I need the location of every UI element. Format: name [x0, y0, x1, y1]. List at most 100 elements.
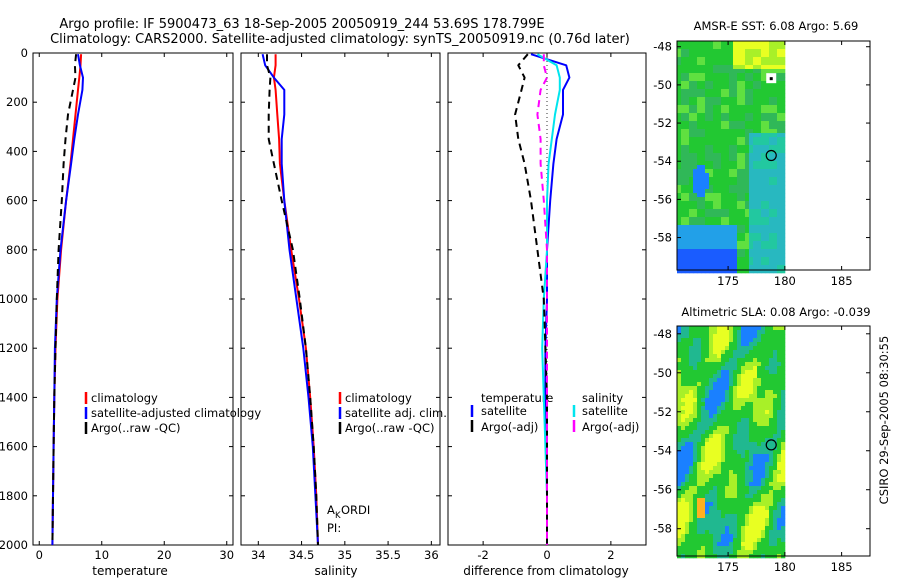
sst-map-cell: [753, 261, 758, 266]
sla-map-cell: [729, 378, 734, 383]
sst-map-cell: [741, 261, 746, 266]
sla-map-cell: [729, 354, 734, 359]
sst-map-cell: [761, 61, 766, 66]
sla-map-cell: [765, 438, 770, 443]
sst-map-cell: [697, 137, 702, 142]
sst-map-cell: [769, 161, 774, 166]
sst-map-cell: [781, 165, 786, 170]
sla-map-cell: [721, 506, 726, 511]
sst-map-cell: [701, 173, 706, 178]
sla-map-cell: [773, 442, 778, 447]
sla-map-cell: [677, 438, 682, 443]
sst-map-cell: [713, 201, 718, 206]
sst-map-cell: [685, 145, 690, 150]
sla-map-cell: [737, 534, 742, 539]
sst-map-cell: [677, 41, 682, 46]
sla-map-cell: [749, 342, 754, 347]
sla-map-cell: [773, 526, 778, 531]
sst-map-cell: [701, 205, 706, 210]
sst-map-cell: [725, 53, 730, 58]
sla-map-cell: [693, 390, 698, 395]
sla-map-cell: [749, 334, 754, 339]
sst-map-cell: [741, 137, 746, 142]
sla-map-cell: [693, 334, 698, 339]
sst-map-cell: [769, 205, 774, 210]
sla-map-cell: [713, 462, 718, 467]
sla-map-cell: [721, 494, 726, 499]
sla-map-cell: [773, 546, 778, 551]
sst-map-cell: [709, 213, 714, 218]
sst-map-cell: [681, 213, 686, 218]
sst-map-cell: [705, 93, 710, 98]
sst-map-cell: [745, 121, 750, 126]
sla-map-cell: [749, 422, 754, 427]
sst-map-cell: [737, 233, 742, 238]
sla-map-cell: [753, 418, 758, 423]
sst-map-cell: [689, 189, 694, 194]
sst-map-cell: [693, 225, 698, 230]
sla-map-cell: [689, 326, 694, 331]
sst-map-cell: [761, 181, 766, 186]
sst-map-cell: [765, 257, 770, 262]
sla-map-cell: [741, 442, 746, 447]
sla-map-cell: [733, 414, 738, 419]
sla-map-cell: [741, 538, 746, 543]
sst-map-cell: [709, 125, 714, 130]
sst-map-cell: [721, 225, 726, 230]
sla-map-cell: [717, 482, 722, 487]
sst-map-cell: [777, 137, 782, 142]
sla-map-cell: [721, 378, 726, 383]
sla-map-cell: [689, 478, 694, 483]
sst-map-cell: [717, 129, 722, 134]
sst-map-cell: [709, 189, 714, 194]
sst-map-cell: [753, 233, 758, 238]
sst-map-cell: [685, 157, 690, 162]
sst-map-cell: [753, 105, 758, 110]
sst-map-cell: [781, 157, 786, 162]
sst-map-cell: [781, 125, 786, 130]
sla-map-cell: [717, 518, 722, 523]
sst-map-cell: [721, 85, 726, 90]
sla-map-cell: [769, 330, 774, 335]
sst-map-cell: [717, 61, 722, 66]
sst-map-cell: [705, 249, 710, 254]
sla-map-cell: [777, 330, 782, 335]
sla-map-cell: [737, 330, 742, 335]
sla-map-cell: [677, 498, 682, 503]
sst-map-cell: [681, 85, 686, 90]
sst-map-cell: [697, 113, 702, 118]
sla-map-cell: [713, 358, 718, 363]
sla-map-cell: [761, 542, 766, 547]
sla-map-cell: [745, 538, 750, 543]
sst-map-cell: [697, 213, 702, 218]
sst-map-cell: [709, 117, 714, 122]
sst-map-cell: [777, 165, 782, 170]
sst-map-cell: [685, 245, 690, 250]
sst-map-cell: [753, 253, 758, 258]
sla-map-cell: [717, 526, 722, 531]
sla-map-cell: [745, 438, 750, 443]
sst-map-cell: [769, 65, 774, 70]
sst-map-cell: [693, 53, 698, 58]
sla-map-cell: [721, 486, 726, 491]
sst-map-cell: [761, 229, 766, 234]
sla-map-cell: [781, 502, 786, 507]
sla-map-cell: [749, 514, 754, 519]
sst-map-cell: [741, 57, 746, 62]
sst-map-cell: [741, 81, 746, 86]
sla-map-cell: [765, 426, 770, 431]
temperature-legend-argo: Argo(..raw -QC): [91, 421, 181, 435]
sst-map-cell: [677, 89, 682, 94]
sla-map-cell: [761, 482, 766, 487]
sst-map-cell: [693, 81, 698, 86]
sla-map-cell: [725, 338, 730, 343]
sla-map-cell: [717, 382, 722, 387]
sla-map-cell: [781, 470, 786, 475]
sla-map-cell: [745, 494, 750, 499]
sla-map-cell: [693, 386, 698, 391]
sla-map-cell: [733, 386, 738, 391]
sst-map-cell: [777, 65, 782, 70]
sst-map-cell: [777, 205, 782, 210]
sst-map-cell: [689, 181, 694, 186]
sla-map-cell: [757, 474, 762, 479]
